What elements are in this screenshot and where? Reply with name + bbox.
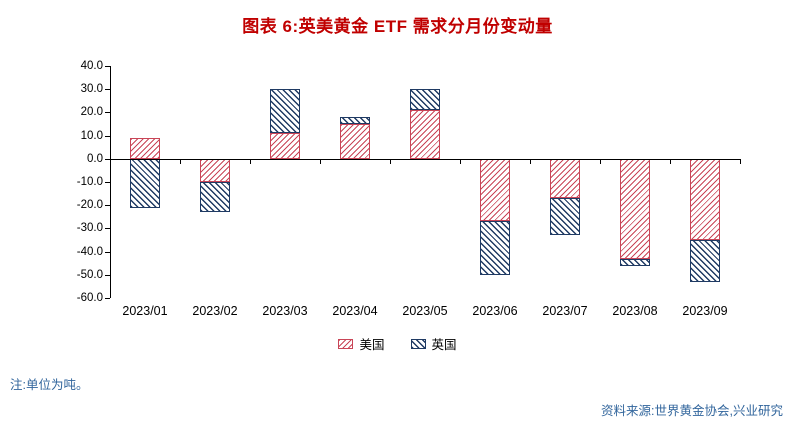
y-axis-tick [105,158,110,160]
bar-segment-uk-2023-03 [270,89,300,134]
bar-segment-uk-2023-04 [340,117,370,124]
x-axis-tick [180,158,181,164]
x-axis-tick [250,158,251,164]
y-axis-tick [105,182,110,183]
x-axis-tick [110,158,111,164]
y-axis-tick [105,89,110,91]
x-axis-label: 2023/09 [682,304,728,318]
chart-title: 图表 6:英美黄金 ETF 需求分月份变动量 [242,17,553,36]
y-axis-label: 10.0 [80,129,103,142]
y-axis-label: -50.0 [76,268,103,281]
bar-segment-uk-2023-07 [550,198,580,236]
x-axis-label: 2023/01 [122,304,168,318]
bar-segment-us-2023-09 [690,158,720,240]
bar-segment-us-2023-05 [410,110,440,159]
x-axis-label: 2023/08 [612,304,658,318]
bar-segment-us-2023-08 [620,158,650,259]
bar-segment-uk-2023-02 [200,182,230,213]
unit-note: 注:单位为吨。 [10,378,89,392]
y-axis-label: -40.0 [76,245,103,258]
x-axis-label: 2023/03 [262,304,308,318]
legend-item-uk: 英国 [410,334,457,353]
y-axis-label: 20.0 [80,106,103,119]
us-hatch-swatch [338,338,354,349]
bar-segment-uk-2023-08 [620,258,650,266]
x-axis-label: 2023/05 [402,304,448,318]
y-axis-tick [105,66,110,67]
chart-legend: 美国 英国 [0,334,795,353]
y-axis-tick [105,251,110,253]
y-axis-tick [105,274,110,276]
x-axis-label: 2023/06 [472,304,518,318]
y-axis-tick [105,135,110,137]
y-axis-line [110,66,111,298]
y-axis-tick [105,205,110,207]
y-axis-label: 30.0 [80,83,103,96]
x-axis-label: 2023/07 [542,304,588,318]
y-axis-label: 0.0 [87,152,103,165]
x-axis-tick [670,158,671,164]
y-axis-label: -60.0 [76,292,103,304]
y-axis-label: -30.0 [76,222,103,235]
bar-segment-uk-2023-06 [480,221,510,275]
bar-segment-us-2023-01 [130,137,160,159]
y-axis-tick [105,298,110,299]
bar-segment-uk-2023-05 [410,89,440,111]
x-axis-tick [740,158,741,164]
source-note: 资料来源:世界黄金协会,兴业研究 [601,404,783,418]
x-axis-tick [600,158,601,164]
bar-segment-uk-2023-09 [690,240,720,282]
x-axis-tick [390,158,391,164]
bar-segment-uk-2023-01 [130,158,160,208]
x-axis-label: 2023/04 [332,304,378,318]
legend-item-us: 美国 [338,334,385,353]
bar-segment-us-2023-04 [340,124,370,159]
y-axis-label: -20.0 [76,199,103,212]
bar-segment-us-2023-02 [200,158,230,182]
y-axis-tick [105,112,110,114]
x-axis-tick [460,158,461,164]
x-axis-tick [320,158,321,164]
y-axis-tick [105,228,110,230]
legend-label-us: 美国 [359,338,385,352]
y-axis-label: -10.0 [76,176,103,188]
x-axis-label: 2023/02 [192,304,238,318]
y-axis-label: 40.0 [80,60,103,72]
bar-segment-us-2023-03 [270,133,300,159]
x-axis-tick [530,158,531,164]
bar-segment-us-2023-06 [480,158,510,222]
bar-segment-us-2023-07 [550,158,580,199]
legend-label-uk: 英国 [431,338,457,352]
x-axis-line [110,158,740,160]
uk-hatch-swatch [410,338,426,349]
